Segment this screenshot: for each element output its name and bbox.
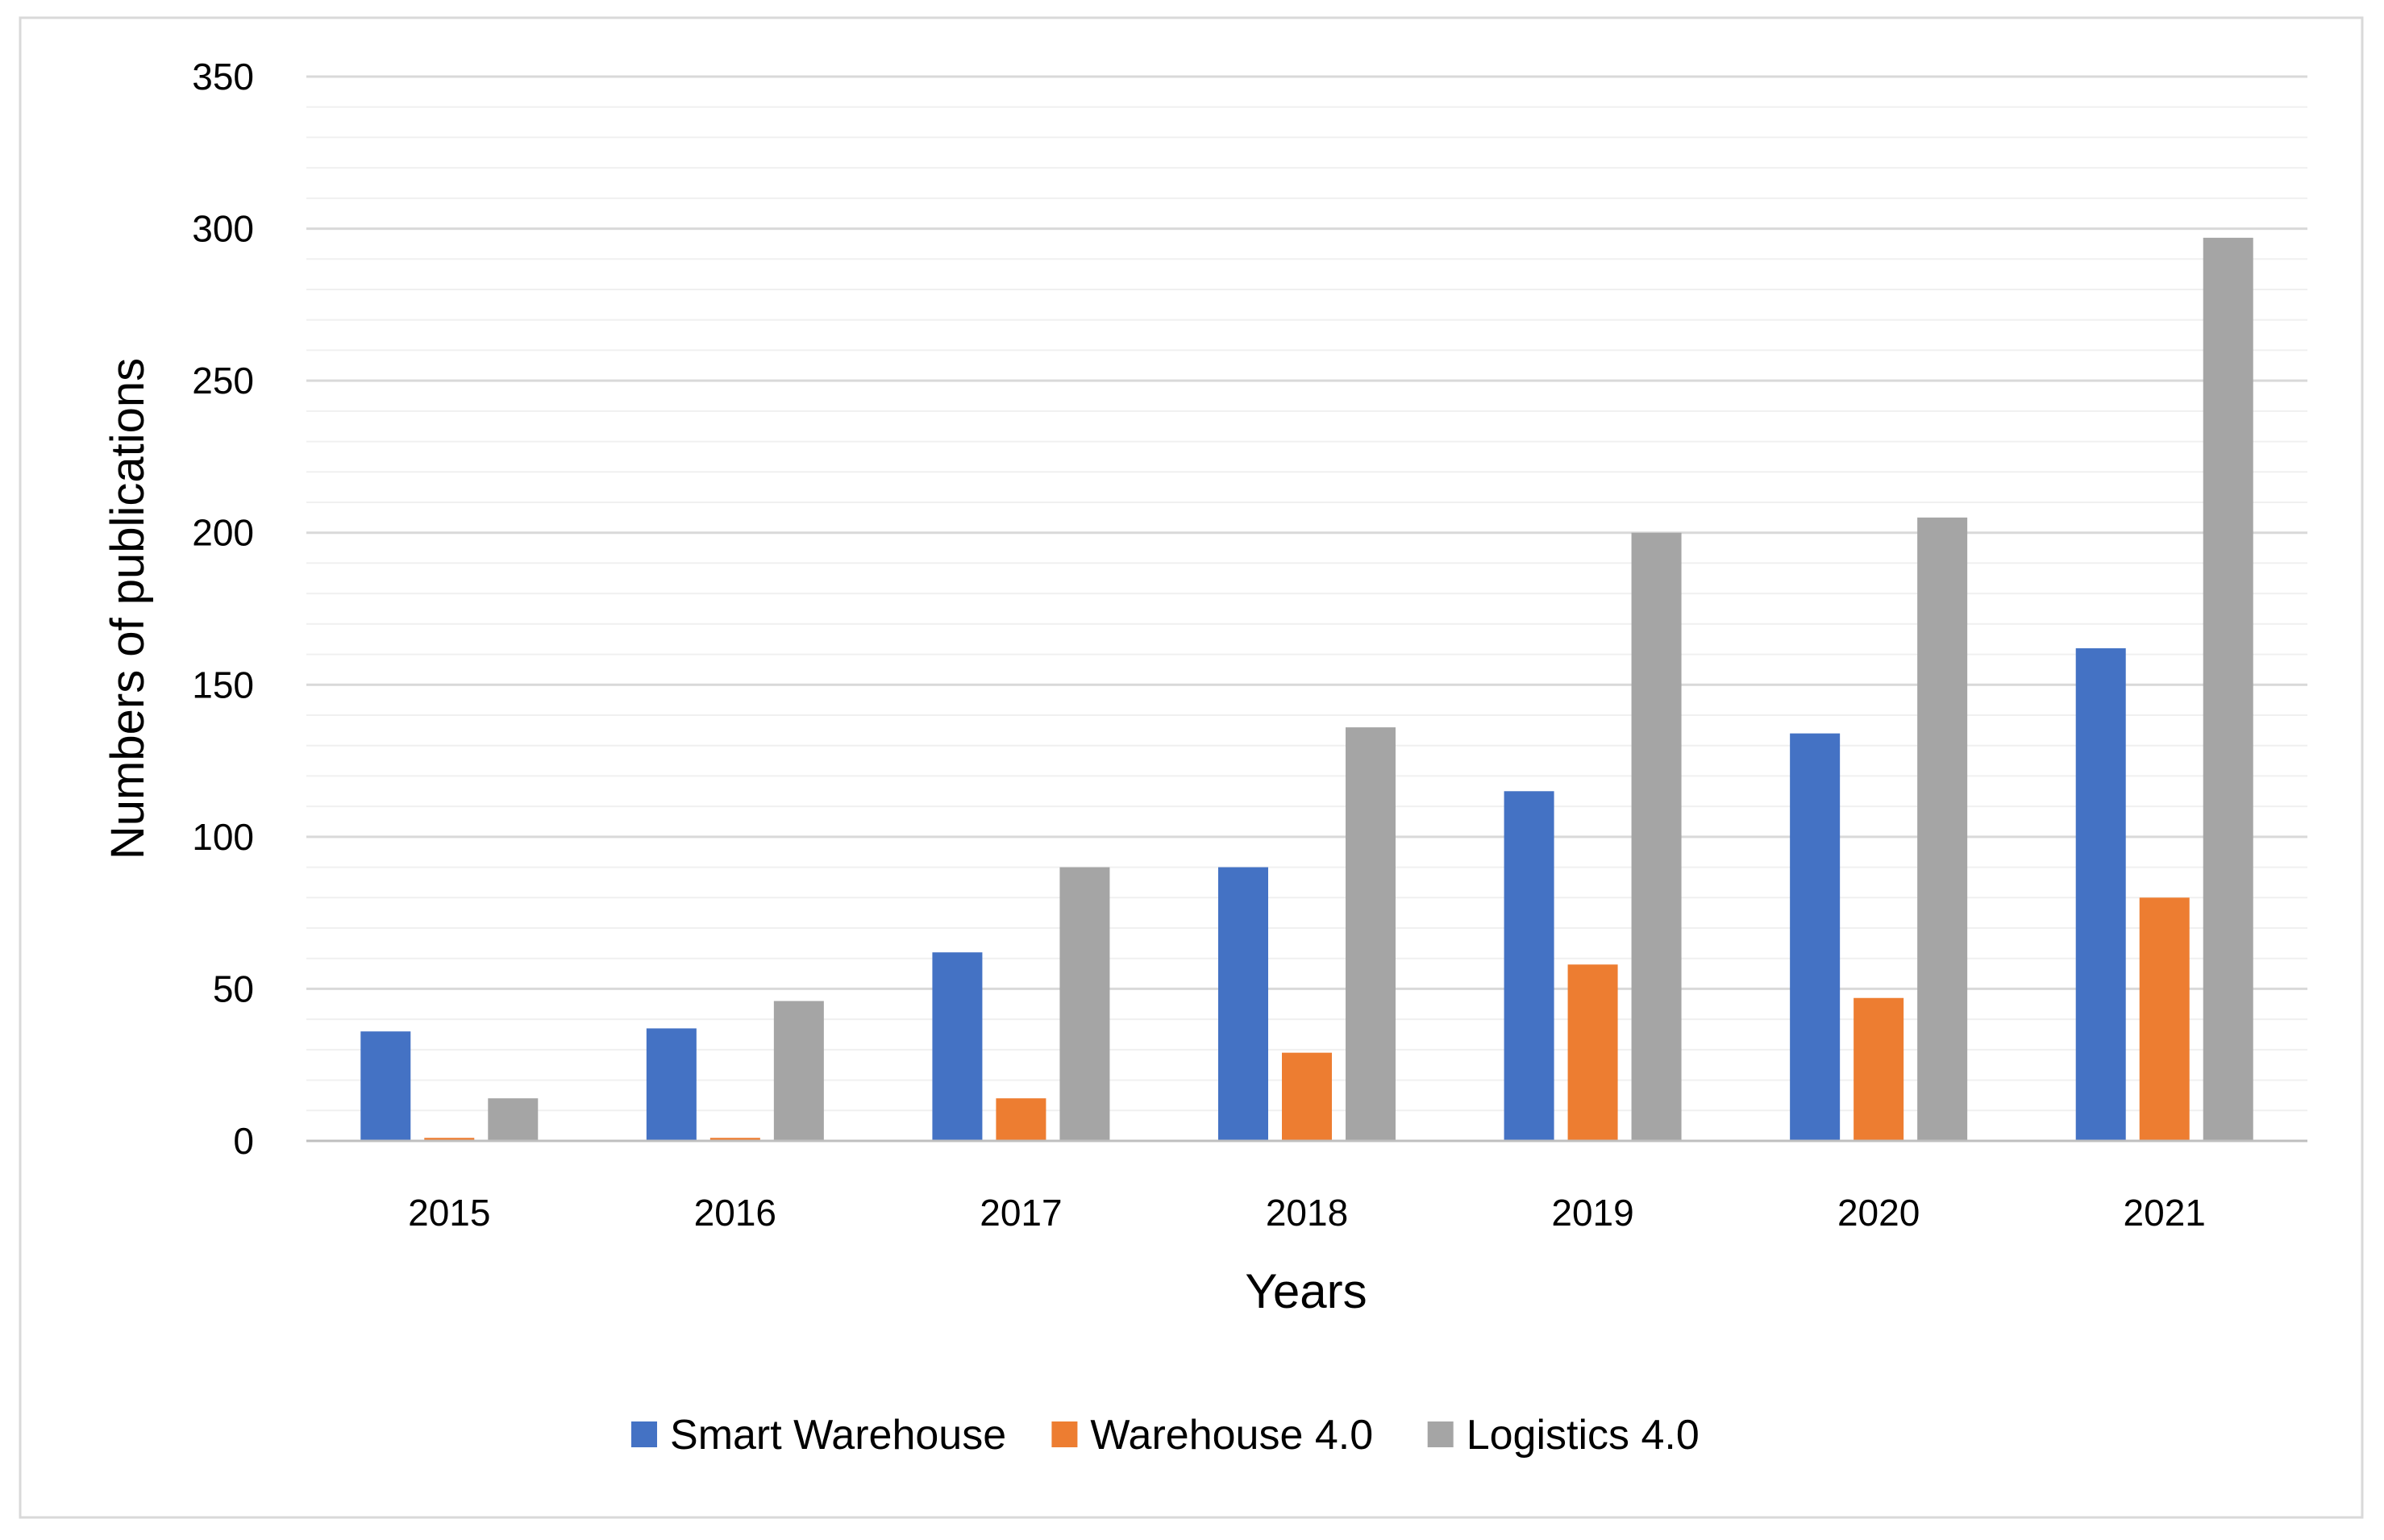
chart-border xyxy=(19,16,2364,1519)
x-tick-label: 2019 xyxy=(1551,1192,1633,1234)
bar-warehouse-4-0-2020 xyxy=(1854,997,1904,1141)
bar-smart-warehouse-2019 xyxy=(1504,791,1554,1141)
x-tick-label: 2015 xyxy=(408,1192,490,1234)
y-axis-label: Numbers of publications xyxy=(102,358,154,859)
x-tick-label: 2021 xyxy=(2124,1192,2206,1234)
bar-warehouse-4-0-2018 xyxy=(1282,1052,1332,1141)
major-gridlines xyxy=(306,75,2307,990)
bar-warehouse-4-0-2021 xyxy=(2139,897,2190,1141)
bars-group xyxy=(360,237,2253,1141)
x-tick-label: 2017 xyxy=(980,1192,1062,1234)
legend-item-logistics-4-0: Logistics 4.0 xyxy=(1427,1412,1700,1459)
bar-warehouse-4-0-2015 xyxy=(424,1138,475,1141)
legend: Smart Warehouse Warehouse 4.0 Logistics 4.… xyxy=(631,1412,1700,1459)
bar-smart-warehouse-2020 xyxy=(1790,733,1841,1141)
y-tick-label: 0 xyxy=(233,1120,254,1162)
bar-warehouse-4-0-2016 xyxy=(709,1138,760,1141)
bar-smart-warehouse-2021 xyxy=(2075,648,2126,1141)
y-tick-label: 250 xyxy=(192,360,254,402)
y-tick-labels: 0 50 100 150 200 250 300 350 xyxy=(192,56,254,1162)
bar-logistics-4-0-2019 xyxy=(1631,532,1682,1141)
y-tick-label: 300 xyxy=(192,208,254,250)
bar-warehouse-4-0-2019 xyxy=(1567,964,1618,1141)
x-tick-labels: 2015 2016 2017 2018 2019 2020 2021 xyxy=(408,1192,2206,1234)
bar-smart-warehouse-2018 xyxy=(1218,867,1268,1141)
y-tick-label: 200 xyxy=(192,512,254,554)
bar-logistics-4-0-2015 xyxy=(488,1098,539,1141)
legend-label: Smart Warehouse xyxy=(670,1412,1006,1459)
legend-swatch xyxy=(631,1421,658,1447)
y-tick-label: 100 xyxy=(192,816,254,858)
bar-logistics-4-0-2018 xyxy=(1346,727,1396,1141)
x-tick-label: 2018 xyxy=(1266,1192,1348,1234)
y-tick-label: 50 xyxy=(213,968,254,1009)
legend-label: Warehouse 4.0 xyxy=(1090,1412,1373,1459)
legend-swatch xyxy=(1051,1421,1078,1447)
bar-logistics-4-0-2021 xyxy=(2203,237,2253,1141)
bar-smart-warehouse-2017 xyxy=(932,952,983,1141)
bar-warehouse-4-0-2017 xyxy=(996,1098,1046,1141)
x-tick-label: 2016 xyxy=(694,1192,776,1234)
x-axis-label: Years xyxy=(1245,1264,1367,1318)
bar-logistics-4-0-2017 xyxy=(1059,867,1110,1141)
legend-item-smart-warehouse: Smart Warehouse xyxy=(631,1412,1006,1459)
bar-smart-warehouse-2016 xyxy=(646,1028,697,1141)
minor-gridlines xyxy=(306,106,2307,1112)
bar-smart-warehouse-2015 xyxy=(360,1031,411,1141)
bar-logistics-4-0-2016 xyxy=(773,1001,824,1141)
legend-item-warehouse-4-0: Warehouse 4.0 xyxy=(1051,1412,1373,1459)
bar-logistics-4-0-2020 xyxy=(1917,517,1968,1141)
y-tick-label: 150 xyxy=(192,664,254,705)
legend-swatch xyxy=(1427,1421,1454,1447)
x-tick-label: 2020 xyxy=(1837,1192,1920,1234)
legend-label: Logistics 4.0 xyxy=(1467,1412,1700,1459)
y-tick-label: 350 xyxy=(192,56,254,98)
